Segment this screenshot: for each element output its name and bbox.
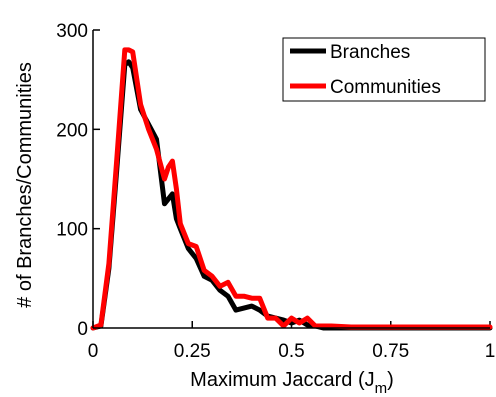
legend-label-communities: Communities <box>330 77 441 98</box>
y-axis-title: # of Branches/Communities <box>14 62 36 308</box>
x-tick-label: 0 <box>88 341 99 362</box>
x-tick-label: 0.25 <box>174 341 211 362</box>
x-tick-label: 1 <box>485 341 496 362</box>
y-tick-label: 100 <box>56 220 88 241</box>
y-tick-label: 200 <box>56 120 88 141</box>
x-axis-title-subscript: m <box>375 380 388 397</box>
x-tick-label: 0.5 <box>278 341 304 362</box>
x-axis-title-main: Maximum Jaccard (J <box>190 369 374 391</box>
x-tick-label: 0.75 <box>372 341 409 362</box>
axes <box>92 30 490 329</box>
series-line-communities <box>90 47 493 331</box>
legend: Branches Communities <box>282 37 486 102</box>
y-tick-label: 0 <box>77 319 88 340</box>
x-axis-title-close: ) <box>387 369 394 391</box>
y-tick-label: 300 <box>56 21 88 42</box>
x-axis-title: Maximum Jaccard (Jm) <box>190 369 394 397</box>
axis-ticks: 0 0.25 0.5 0.75 1 0 100 200 300 <box>56 21 495 362</box>
legend-label-branches: Branches <box>330 42 410 63</box>
